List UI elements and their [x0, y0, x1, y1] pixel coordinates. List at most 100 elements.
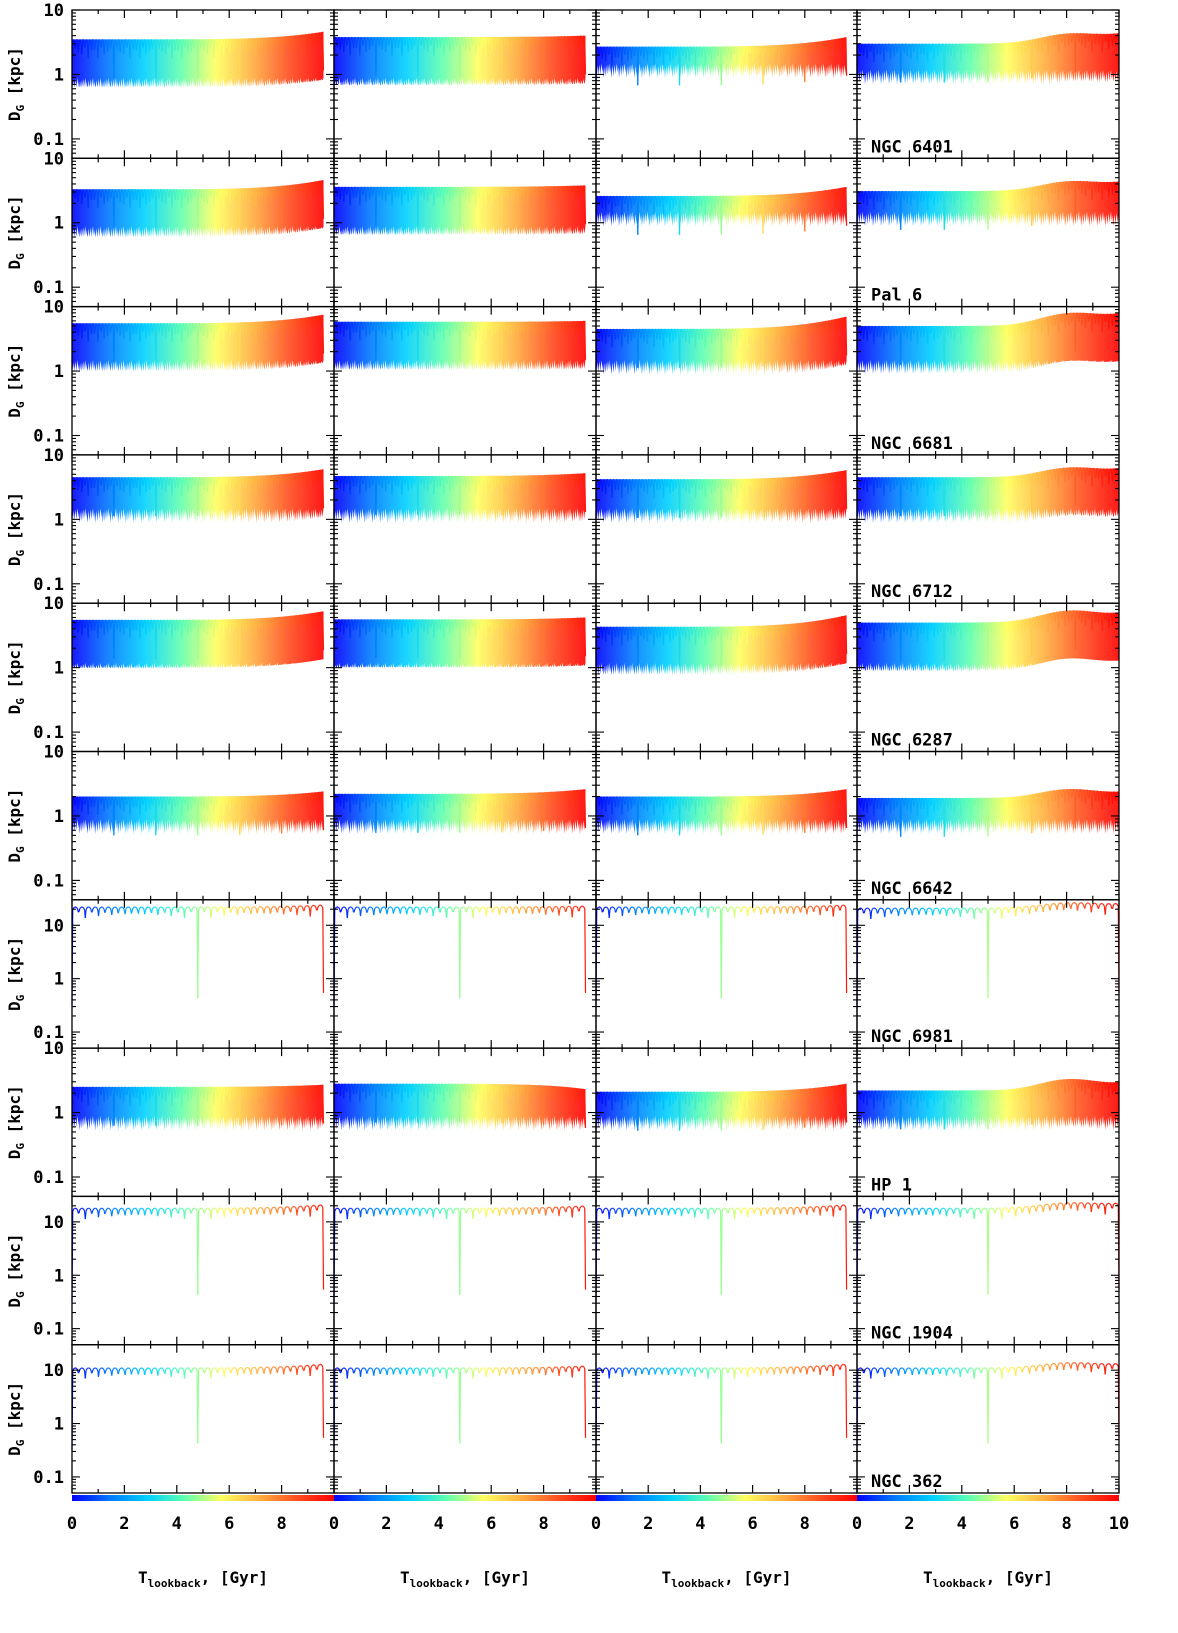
orbit-segment	[533, 186, 536, 191]
orbit-segment	[566, 36, 568, 42]
orbit-segment	[713, 329, 715, 334]
orbit-segment	[920, 45, 923, 55]
orbit-segment	[597, 47, 600, 54]
orbit-segment	[367, 187, 370, 192]
orbit-segment	[983, 49, 986, 53]
orbit-segment	[193, 45, 196, 49]
orbit-segment	[793, 43, 795, 47]
orbit-segment	[685, 196, 688, 201]
orbit-segment	[84, 324, 87, 331]
orbit-segment	[146, 323, 149, 328]
orbit-segment	[726, 51, 729, 59]
orbit-segment	[114, 323, 117, 325]
orbit-segment	[295, 184, 298, 188]
orbit-segment	[906, 195, 909, 204]
orbit-segment	[1095, 35, 1097, 45]
orbit-segment	[607, 47, 610, 55]
orbit-segment	[676, 196, 678, 203]
orbit-segment	[897, 191, 900, 198]
orbit-segment	[619, 329, 622, 333]
orbit-segment	[925, 326, 928, 330]
orbit-segment	[618, 329, 621, 335]
orbit-segment	[634, 47, 637, 54]
orbit-segment	[703, 196, 706, 200]
orbit-segment	[989, 43, 991, 45]
orbit-segment	[120, 323, 123, 329]
orbit-segment	[667, 328, 670, 332]
orbit-segment	[736, 332, 739, 347]
orbit-segment	[1060, 182, 1063, 189]
orbit-segment	[343, 39, 346, 52]
orbit-segment	[581, 41, 584, 46]
orbit-segment	[145, 193, 148, 205]
orbit-segment	[807, 325, 810, 334]
orbit-segment	[388, 38, 391, 45]
orbit-segment	[690, 46, 692, 49]
orbit-segment	[783, 44, 786, 47]
orbit-segment	[820, 321, 823, 326]
orbit-segment	[720, 199, 723, 235]
orbit-segment	[554, 187, 557, 195]
orbit-segment	[942, 43, 945, 48]
orbit-segment	[753, 195, 756, 200]
orbit-segment	[378, 323, 381, 332]
orbit-segment	[1011, 190, 1014, 196]
orbit-segment	[660, 47, 662, 53]
orbit-segment	[295, 35, 298, 39]
orbit-segment	[836, 192, 839, 204]
orbit-segment	[394, 38, 397, 48]
orbit-segment	[809, 323, 811, 326]
orbit-segment	[351, 37, 354, 43]
orbit-segment	[638, 195, 641, 198]
orbit-segment	[903, 327, 906, 336]
orbit-segment	[1001, 43, 1004, 51]
orbit-segment	[76, 323, 79, 326]
orbit-segment	[468, 324, 471, 337]
orbit-trace	[71, 180, 325, 229]
orbit-segment	[901, 190, 904, 193]
orbit-segment	[649, 330, 651, 338]
orbit-segment	[1081, 185, 1084, 194]
orbit-segment	[649, 53, 652, 56]
orbit-segment	[693, 46, 696, 50]
orbit-segment	[727, 196, 730, 201]
orbit-segment	[145, 327, 148, 339]
orbit-segment	[415, 37, 418, 41]
orbit-segment	[485, 189, 487, 206]
orbit-segment	[987, 194, 990, 230]
orbit-segment	[940, 49, 942, 54]
orbit-segment	[1113, 181, 1116, 184]
orbit-segment	[251, 328, 254, 331]
orbit-segment	[308, 183, 311, 190]
orbit-segment	[921, 325, 924, 329]
orbit-segment	[425, 322, 428, 327]
y-axis-label-unit: [kpc]	[5, 47, 24, 105]
orbit-segment	[318, 180, 320, 183]
orbit-segment	[1033, 187, 1036, 193]
orbit-segment	[884, 43, 887, 46]
orbit-segment	[811, 192, 814, 197]
orbit-segment	[927, 193, 929, 210]
orbit-segment	[79, 39, 82, 44]
orbit-segment	[666, 197, 669, 205]
orbit-segment	[245, 43, 248, 51]
orbit-segment	[524, 322, 526, 328]
orbit-segment	[1064, 37, 1067, 49]
orbit-segment	[698, 330, 701, 340]
orbit-segment	[843, 317, 846, 324]
orbit-segment	[178, 39, 181, 45]
orbit-segment	[743, 201, 745, 207]
orbit-segment	[725, 328, 728, 331]
orbit-segment	[952, 191, 955, 196]
orbit-segment	[229, 192, 232, 204]
orbit-segment	[506, 36, 508, 40]
orbit-segment	[1037, 42, 1040, 51]
orbit-segment	[467, 37, 470, 42]
orbit-segment	[924, 326, 926, 332]
orbit-segment	[959, 190, 961, 195]
orbit-segment	[422, 186, 424, 190]
orbit-segment	[833, 40, 836, 48]
orbit-segment	[677, 196, 680, 200]
orbit-segment	[445, 38, 448, 45]
orbit-segment	[316, 183, 319, 194]
